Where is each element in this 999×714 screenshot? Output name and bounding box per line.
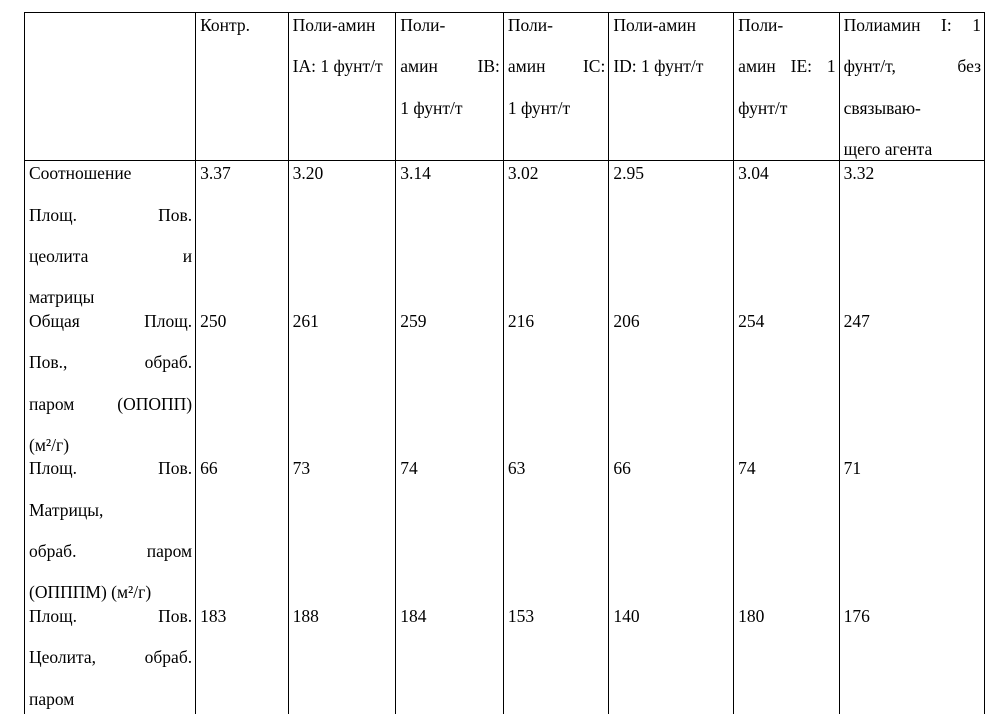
column-header: Полиамин I: 1фунт/т, безсвязываю-щего аг… (839, 13, 984, 161)
column-header (25, 13, 196, 161)
cell-value: 66 (196, 456, 289, 603)
cell-value: 180 (734, 604, 839, 714)
cell-value: 74 (396, 456, 504, 603)
cell-value: 2.95 (609, 161, 734, 309)
column-header: Контр. (196, 13, 289, 161)
row-label: Общая Площ.Пов., обраб.паром (ОПОПП)(м²/… (25, 309, 196, 456)
cell-value: 261 (288, 309, 396, 456)
cell-value: 216 (503, 309, 608, 456)
row-label: СоотношениеПлощ. Пов.цеолита иматрицы (25, 161, 196, 309)
cell-value: 63 (503, 456, 608, 603)
table-row: СоотношениеПлощ. Пов.цеолита иматрицы3.3… (25, 161, 985, 309)
properties-table: Контр.Поли-аминIA: 1 фунт/тПоли-амин IB:… (24, 12, 985, 714)
cell-value: 3.14 (396, 161, 504, 309)
column-header: Поли-аминIA: 1 фунт/т (288, 13, 396, 161)
cell-value: 247 (839, 309, 984, 456)
cell-value: 3.32 (839, 161, 984, 309)
column-header: Поли-амин IE: 1фунт/т (734, 13, 839, 161)
cell-value: 183 (196, 604, 289, 714)
cell-value: 188 (288, 604, 396, 714)
cell-value: 66 (609, 456, 734, 603)
column-header: Поли-амин IB:1 фунт/т (396, 13, 504, 161)
cell-value: 184 (396, 604, 504, 714)
cell-value: 3.20 (288, 161, 396, 309)
table-row: Общая Площ.Пов., обраб.паром (ОПОПП)(м²/… (25, 309, 985, 456)
cell-value: 140 (609, 604, 734, 714)
cell-value: 3.02 (503, 161, 608, 309)
table-header-row: Контр.Поли-аминIA: 1 фунт/тПоли-амин IB:… (25, 13, 985, 161)
cell-value: 250 (196, 309, 289, 456)
cell-value: 73 (288, 456, 396, 603)
cell-value: 259 (396, 309, 504, 456)
cell-value: 153 (503, 604, 608, 714)
cell-value: 254 (734, 309, 839, 456)
cell-value: 74 (734, 456, 839, 603)
table-row: Площ. Пов.Цеолита, обраб.паром(ОПППЦ) (м… (25, 604, 985, 714)
row-label: Площ. Пов.Матрицы,обраб. паром(ОПППМ) (м… (25, 456, 196, 603)
cell-value: 3.04 (734, 161, 839, 309)
cell-value: 71 (839, 456, 984, 603)
cell-value: 3.37 (196, 161, 289, 309)
table-row: Площ. Пов.Матрицы,обраб. паром(ОПППМ) (м… (25, 456, 985, 603)
row-label: Площ. Пов.Цеолита, обраб.паром(ОПППЦ) (м… (25, 604, 196, 714)
column-header: Поли-аминID: 1 фунт/т (609, 13, 734, 161)
cell-value: 206 (609, 309, 734, 456)
cell-value: 176 (839, 604, 984, 714)
column-header: Поли-амин IC:1 фунт/т (503, 13, 608, 161)
